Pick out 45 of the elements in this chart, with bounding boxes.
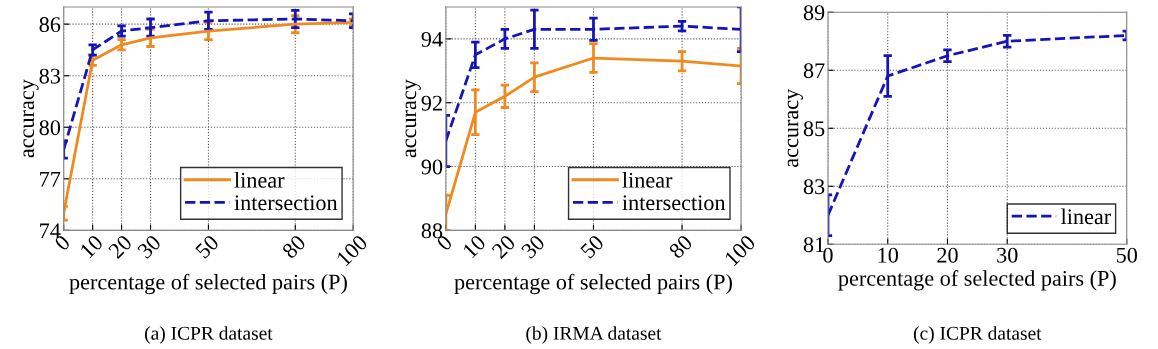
x-tick-label: 50 <box>194 234 220 259</box>
y-axis-title: accuracy <box>23 79 39 158</box>
legend-label: linear <box>234 172 285 188</box>
y-tick-label: 77 <box>40 171 61 187</box>
x-tick-label: 0 <box>823 247 833 263</box>
x-tick-label: 100 <box>724 234 757 267</box>
text: (c) ICPR dataset <box>913 326 1042 344</box>
y-tick-label: 80 <box>39 120 61 136</box>
x-tick-label: 30 <box>136 234 162 260</box>
y-tick-label: 85 <box>803 121 825 137</box>
y-axis-title: accuracy <box>787 88 803 167</box>
y-tick-label: 87 <box>803 63 825 79</box>
y-tick-label: 81 <box>803 237 824 253</box>
x-tick-label: 80 <box>668 234 694 260</box>
y-tick-label: 89 <box>803 5 825 21</box>
y-axis-title: accuracy <box>405 79 421 158</box>
x-tick-label: 10 <box>79 234 104 259</box>
y-tick-label: 94 <box>421 31 443 47</box>
x-tick-label: 30 <box>520 234 546 260</box>
legend-label: intersection <box>622 195 726 211</box>
x-tick-label: 10 <box>878 247 898 263</box>
x-tick-label: 20 <box>107 234 133 260</box>
x-tick-label: 10 <box>462 234 487 259</box>
x-axis-title: percentage of selected pairs (P) <box>454 273 732 295</box>
legend-label: linear <box>622 172 673 188</box>
x-tick-label: 20 <box>937 247 958 263</box>
y-tick-label: 83 <box>803 179 825 195</box>
y-tick-label: 92 <box>421 95 442 111</box>
x-tick-label: 50 <box>1116 247 1137 263</box>
text: (a) ICPR dataset <box>145 326 273 344</box>
x-tick-label: 20 <box>491 234 517 260</box>
x-tick-label: 30 <box>997 247 1018 263</box>
x-tick-label: 80 <box>281 234 307 260</box>
y-tick-label: 83 <box>39 68 61 84</box>
y-tick-label: 86 <box>39 17 61 33</box>
x-tick-label: 100 <box>336 234 369 267</box>
text: (b) IRMA dataset <box>526 326 662 344</box>
x-axis-title: percentage of selected pairs (P) <box>838 270 1116 291</box>
x-tick-label: 50 <box>579 234 605 259</box>
y-tick-label: 90 <box>421 159 443 175</box>
legend-label: intersection <box>234 195 338 211</box>
line-series <box>63 21 354 215</box>
legend-label: linear <box>1061 208 1111 225</box>
x-axis-title: percentage of selected pairs (P) <box>69 273 347 295</box>
y-tick-label: 74 <box>40 223 61 239</box>
